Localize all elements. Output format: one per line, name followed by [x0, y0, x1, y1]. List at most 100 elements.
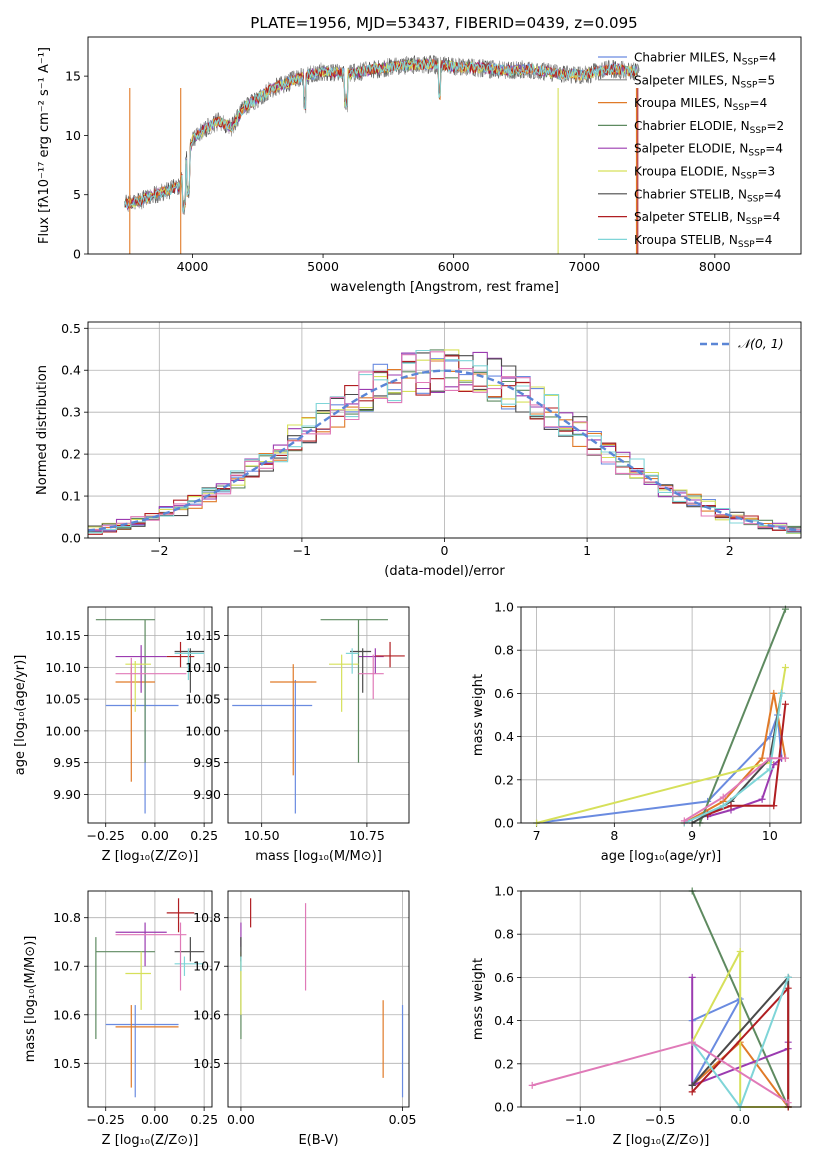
y-tick-label: 0.2 [61, 447, 81, 462]
weight-marker-chabrier_stelib [688, 1081, 696, 1089]
weight-marker-pink [781, 754, 789, 762]
x-tick-label: −2 [150, 543, 168, 558]
x-tick-label: 10.50 [244, 828, 280, 843]
y-tick-label: 0.6 [494, 686, 514, 701]
legend-entry-salpeter_miles: Salpeter MILES, NSSP=5 [634, 73, 775, 90]
spectrum-line-salpeter_stelib [124, 59, 637, 214]
y-tick-label: 0.3 [61, 405, 81, 420]
x-tick-label: 8 [610, 828, 618, 843]
spectrum-line-kroupa_elodie [124, 58, 637, 212]
y-tick-label: 0.0 [61, 531, 81, 546]
y-tick-label: 0.8 [494, 927, 514, 942]
weight-line-kroupa_elodie [691, 951, 789, 1108]
x-tick-label: 5000 [307, 259, 339, 274]
y-tick-label: 9.90 [53, 787, 81, 802]
x-tick-label: −1 [293, 543, 311, 558]
figure-title: PLATE=1956, MJD=53437, FIBERID=0439, z=0… [250, 14, 637, 32]
weight-marker-kroupa_stelib [766, 765, 774, 773]
y-tick-label: 0.2 [494, 772, 514, 787]
x-tick-label: 0.25 [190, 1112, 218, 1127]
y-tick-label: 10.5 [193, 1056, 221, 1071]
legend-entry-kroupa_miles: Kroupa MILES, NSSP=4 [634, 96, 767, 113]
y-tick-label: 0.1 [61, 489, 81, 504]
weight-marker-pink [719, 793, 727, 801]
axes-weight_vs_Z: −1.0 −0.5 0.0 0.0 0.2 0.4 0.6 0.8 1.0 Z [log₁₀(Z/… [471, 884, 802, 1148]
y-tick-label: 9.95 [193, 755, 221, 770]
axes-frame [87, 606, 213, 824]
axes-age_vs_mass: 10.50 10.75 9.90 9.95 10.00 10.05 10.10 10.15 ma… [185, 606, 410, 864]
weight-marker-kroupa_stelib [784, 973, 792, 981]
y-tick-label: 10 [65, 128, 81, 143]
y-tick-label: 15 [65, 69, 81, 84]
x-tick-label: −0.25 [87, 1112, 125, 1127]
y-tick-label: 10.05 [185, 692, 221, 707]
legend-entry-gaussian: 𝒩(0, 1) [738, 336, 784, 351]
x-axis-label: wavelength [Angstrom, rest frame] [330, 280, 559, 295]
x-tick-label: 0.00 [227, 1112, 255, 1127]
y-tick-label: 10.15 [45, 628, 81, 643]
y-axis-label: mass weight [471, 958, 486, 1040]
y-tick-label: 10.10 [45, 660, 81, 675]
weight-marker-kroupa_elodie [781, 663, 789, 671]
x-tick-label: 0.05 [389, 1112, 417, 1127]
x-tick-label: 0.0 [730, 1112, 750, 1127]
y-tick-label: 0.4 [61, 363, 81, 378]
x-tick-label: 6000 [438, 259, 470, 274]
y-tick-label: 5 [73, 187, 81, 202]
axes-frame [520, 890, 802, 1108]
y-tick-label: 10.5 [53, 1056, 81, 1071]
y-tick-label: 0 [73, 247, 81, 262]
legend-entry-salpeter_elodie: Salpeter ELODIE, NSSP=4 [634, 142, 783, 159]
x-tick-label: 0 [441, 543, 449, 558]
weight-marker-salpeter_stelib [770, 802, 778, 810]
weight-line-pink [683, 757, 786, 822]
x-tick-label: −0.25 [87, 828, 125, 843]
weight-marker-kroupa_stelib [719, 802, 727, 810]
weight-line-kroupa_stelib [683, 693, 783, 824]
weight-line-chabrier_miles [691, 996, 743, 1086]
x-tick-label: 1 [583, 543, 591, 558]
axes-mass_vs_Z: −0.25 0.00 0.25 10.5 10.6 10.7 10.8 Z [log₁₀(Z/… [23, 890, 218, 1148]
y-tick-label: 10.7 [53, 959, 81, 974]
x-tick-label: −0.5 [645, 1112, 675, 1127]
y-tick-label: 0.4 [494, 729, 514, 744]
x-tick-label: 10 [762, 828, 778, 843]
x-axis-label: age [log₁₀(age/yr)] [601, 849, 722, 864]
y-tick-label: 0.4 [494, 1013, 514, 1028]
weight-marker-pink [766, 754, 774, 762]
spectrum-legend: Chabrier MILES, NSSP=4 Salpeter MILES, NS… [598, 51, 784, 250]
axes-mass_vs_ebv: 0.00 0.05 10.5 10.6 10.7 10.8 E(B-V) [193, 890, 417, 1148]
y-tick-label: 10.00 [45, 723, 81, 738]
spectrum-line-kroupa_stelib [124, 59, 637, 214]
x-tick-label: 0.00 [141, 1112, 169, 1127]
weight-line-salpeter_stelib [707, 704, 787, 816]
y-tick-label: 10.8 [53, 910, 81, 925]
weight-marker-kroupa_miles [770, 689, 778, 697]
y-tick-label: 1.0 [494, 884, 514, 899]
x-axis-label: E(B-V) [298, 1133, 338, 1148]
y-axis-label: Normed distribution [35, 365, 50, 495]
y-tick-label: 10.7 [193, 959, 221, 974]
axes-frame [227, 606, 410, 824]
y-tick-label: 0.2 [494, 1056, 514, 1071]
weight-marker-kroupa_elodie [736, 947, 744, 955]
y-axis-label: age [log₁₀(age/yr)] [13, 655, 28, 776]
weight-marker-kroupa_miles [758, 754, 766, 762]
legend-entry-chabrier_stelib: Chabrier STELIB, NSSP=4 [634, 187, 782, 204]
gaussian-curve [87, 369, 802, 532]
legend-entry-chabrier_elodie: Chabrier ELODIE, NSSP=2 [634, 119, 784, 136]
axes-residuals: −2 −1 0 1 2 0.0 0.1 0.2 0.3 0.4 0.5 (data-model)/er… [35, 321, 802, 579]
x-axis-label: Z [log₁₀(Z/Z⊙)] [613, 1133, 710, 1148]
axes-frame [87, 36, 802, 255]
y-tick-label: 1.0 [494, 600, 514, 615]
y-tick-label: 0.6 [494, 970, 514, 985]
x-tick-label: −1.0 [565, 1112, 595, 1127]
x-axis-label: mass [log₁₀(M/M⊙)] [255, 849, 382, 864]
weight-marker-salpeter_stelib [727, 802, 735, 810]
x-tick-label: 9 [688, 828, 696, 843]
y-tick-label: 10.8 [193, 910, 221, 925]
legend-entry-chabrier_miles: Chabrier MILES, NSSP=4 [634, 51, 776, 68]
weight-marker-salpeter_stelib [781, 700, 789, 708]
y-tick-label: 9.95 [53, 755, 81, 770]
y-tick-label: 0.0 [494, 1100, 514, 1115]
